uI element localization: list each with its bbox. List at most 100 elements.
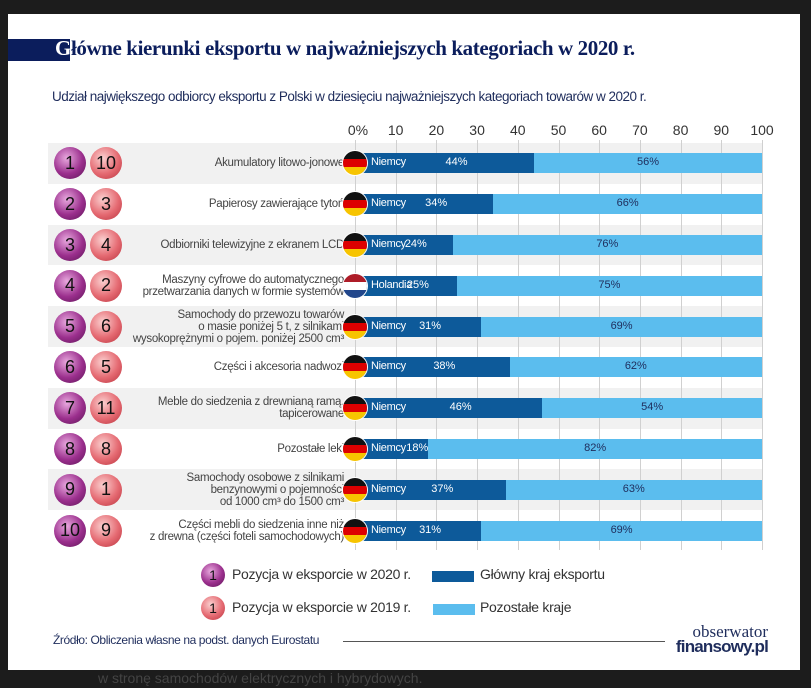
- country-label: Niemcy: [371, 319, 406, 332]
- legend-other-swatch: [433, 604, 475, 615]
- gridline: [355, 140, 356, 550]
- country-label: Niemcy: [371, 523, 406, 536]
- bar-main-country: [355, 153, 535, 174]
- rank-2019-badge: 3: [90, 188, 122, 221]
- rank-2020-badge: 7: [54, 392, 86, 425]
- bar-other-countries: [452, 235, 762, 255]
- value-label-main: 31%: [419, 319, 442, 332]
- gridline: [762, 140, 763, 550]
- legend-rank-2019-label: Pozycja w eksporcie w 2019 r.: [232, 599, 411, 615]
- rank-2019-badge: 9: [90, 514, 122, 547]
- category-label: Maszyny cyfrowe do automatycznego przetw…: [142, 273, 345, 298]
- rank-2019-badge: 4: [90, 229, 122, 261]
- country-label: Niemcy: [371, 482, 406, 495]
- rank-2019-badge: 1: [90, 473, 122, 506]
- legend-main-label: Główny kraj eksportu: [480, 566, 605, 582]
- value-label-main: 24%: [404, 238, 427, 250]
- country-label: Niemcy: [371, 442, 406, 454]
- x-tick-label: 100: [750, 122, 774, 138]
- flag-germany-icon: [343, 437, 367, 461]
- category-label: Samochody osobowe z silnikami benzynowym…: [186, 471, 345, 508]
- bar-other-countries: [534, 153, 762, 174]
- x-tick-label: 80: [672, 122, 689, 138]
- value-label-other: 56%: [637, 156, 660, 169]
- bar-other-countries: [505, 479, 762, 500]
- value-label-main: 38%: [433, 360, 456, 373]
- value-label-other: 82%: [584, 442, 607, 454]
- gridline: [599, 140, 601, 550]
- rank-2020-badge: 9: [54, 473, 86, 506]
- rank-2019-badge: 8: [90, 433, 122, 465]
- country-label: Niemcy: [371, 197, 406, 210]
- title-accent-bar: [8, 39, 70, 61]
- value-label-main: 44%: [445, 156, 468, 169]
- value-label-main: 31%: [419, 523, 442, 536]
- logo: obserwator finansowy.pl: [675, 622, 769, 656]
- bar-other-countries: [481, 520, 762, 541]
- flag-germany-icon: [343, 233, 367, 257]
- x-tick-label: 20: [428, 122, 445, 138]
- rank-2020-badge: 4: [54, 269, 86, 302]
- value-label-other: 63%: [622, 482, 645, 495]
- source-note: Źródło: Obliczenia własne na podst. dany…: [53, 633, 320, 647]
- rank-2020-badge: 8: [54, 433, 86, 465]
- chart-title: Główne kierunki eksportu w najważniejszy…: [55, 36, 635, 61]
- category-label: Części i akcesoria nadwozi: [213, 361, 345, 374]
- flag-germany-icon: [343, 518, 367, 543]
- bar-main-country: [355, 275, 457, 296]
- country-label: Niemcy: [371, 238, 406, 250]
- bar-main-country: [355, 235, 453, 255]
- flag-germany-icon: [343, 396, 367, 421]
- legend-other-label: Pozostałe kraje: [480, 599, 572, 615]
- country-label: Niemcy: [371, 360, 406, 373]
- legend-rank-2019-badge: 1: [201, 596, 225, 620]
- value-label-other: 75%: [598, 278, 621, 291]
- legend-main-swatch: [432, 571, 474, 582]
- category-label: Meble do siedzenia z drewnianą ramą, tap…: [157, 396, 344, 421]
- gridline: [680, 140, 682, 550]
- category-label: Samochody do przewozu towarów o masie po…: [132, 308, 344, 345]
- rank-2020-badge: 1: [54, 147, 86, 180]
- flag-germany-icon: [343, 192, 367, 217]
- x-tick-label: 10: [387, 122, 404, 138]
- rank-2020-badge: 3: [54, 229, 86, 261]
- bar-main-country: [355, 479, 506, 500]
- category-label: Pozostałe leki: [277, 443, 344, 455]
- bar-main-country: [355, 316, 482, 337]
- bar-other-countries: [456, 275, 762, 296]
- x-tick-label: 50: [550, 122, 567, 138]
- article-text: w stronę samochodów elektrycznych i hybr…: [98, 670, 423, 686]
- title-first-letter: G: [55, 36, 71, 60]
- rank-2019-badge: 5: [90, 351, 122, 384]
- flag-germany-icon: [343, 151, 367, 176]
- bar-main-country: [355, 398, 543, 419]
- flag-germany-icon: [343, 477, 367, 502]
- bar-other-countries: [428, 439, 762, 459]
- bar-other-countries: [509, 357, 762, 378]
- rank-2020-badge: 2: [54, 188, 86, 221]
- value-label-main: 37%: [431, 482, 454, 495]
- rank-2020-badge: 10: [54, 514, 86, 547]
- flag-germany-icon: [343, 314, 367, 339]
- value-label-main: 25%: [406, 278, 429, 291]
- flag-germany-icon: [343, 355, 367, 380]
- gridline: [436, 140, 438, 550]
- country-label: Niemcy: [371, 401, 406, 414]
- value-label-main: 46%: [449, 401, 472, 414]
- bar-main-country: [355, 520, 482, 541]
- rank-2020-badge: 5: [54, 310, 86, 343]
- category-label: Części mebli do siedzenia inne niż z dre…: [149, 518, 345, 543]
- value-label-other: 54%: [641, 401, 664, 414]
- gridline: [517, 140, 519, 550]
- category-label: Odbiorniki telewizyjne z ekranem LCD: [160, 239, 345, 251]
- bar-main-country: [355, 439, 429, 459]
- x-tick-label: 70: [632, 122, 648, 138]
- category-label: Akumulatory litowo-jonowe: [214, 157, 345, 170]
- value-label-other: 69%: [610, 523, 633, 536]
- rank-2019-badge: 11: [90, 392, 122, 425]
- bar-other-countries: [542, 398, 762, 419]
- rank-2019-badge: 2: [90, 269, 122, 302]
- x-tick-label: 40: [510, 122, 526, 138]
- rank-2020-badge: 6: [54, 351, 86, 384]
- country-label: Niemcy: [371, 156, 406, 169]
